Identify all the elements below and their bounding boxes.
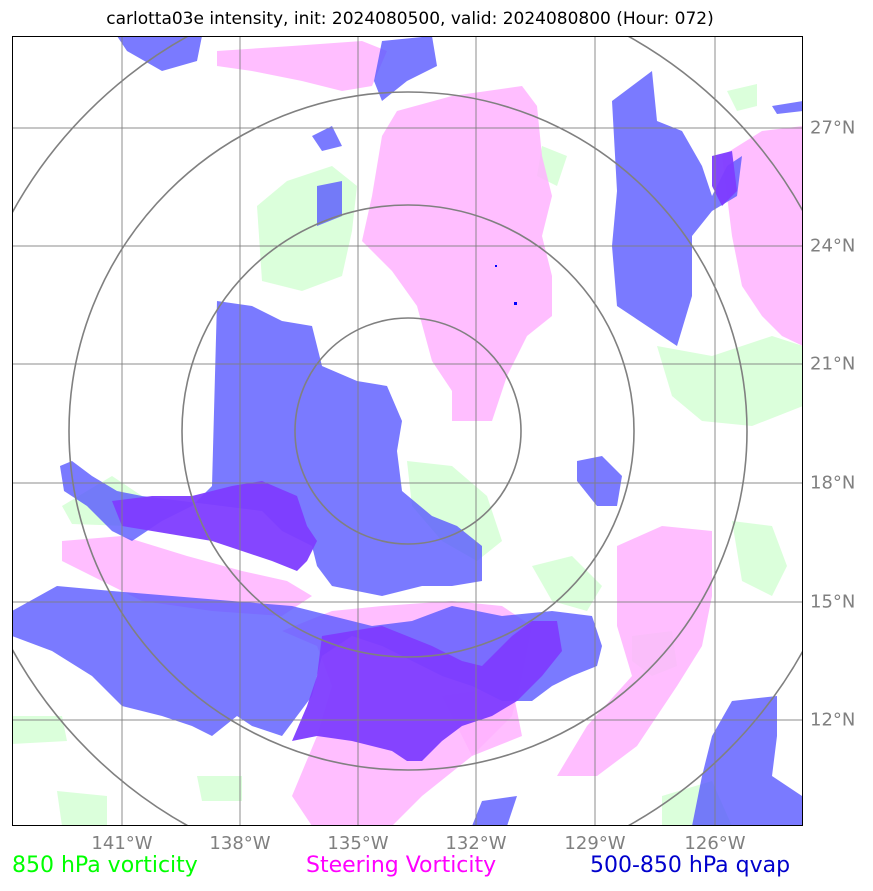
map-plot: [12, 36, 803, 826]
legend-qvap: 500-850 hPa qvap: [590, 853, 791, 878]
overlap-fields: [112, 151, 737, 761]
map-frame: [12, 36, 803, 826]
lon-label-132w: 132°W: [445, 833, 507, 854]
lon-label-138w: 138°W: [209, 833, 271, 854]
lat-label-12n: 12°N: [810, 709, 856, 731]
range-ring-3: [68, 91, 748, 771]
graticule: [12, 36, 803, 826]
minor-specks: [495, 265, 517, 305]
lon-label-141w: 141°W: [91, 833, 153, 854]
legend-steering-vorticity: Steering Vorticity: [306, 853, 497, 878]
range-rings: [12, 36, 803, 826]
range-ring-1: [294, 317, 522, 545]
range-ring-2: [181, 204, 635, 658]
lat-label-18n: 18°N: [810, 472, 856, 494]
legend-850-vorticity: 850 hPa vorticity: [12, 853, 198, 878]
lat-label-21n: 21°N: [810, 353, 856, 375]
lat-label-15n: 15°N: [810, 591, 856, 613]
lat-label-27n: 27°N: [810, 117, 856, 139]
map-title: carlotta03e intensity, init: 2024080500,…: [106, 9, 714, 29]
lon-label-126w: 126°W: [684, 833, 746, 854]
lon-label-129w: 129°W: [564, 833, 626, 854]
qvap-fields: [12, 36, 803, 826]
lat-label-24n: 24°N: [810, 235, 856, 257]
lon-label-135w: 135°W: [327, 833, 389, 854]
